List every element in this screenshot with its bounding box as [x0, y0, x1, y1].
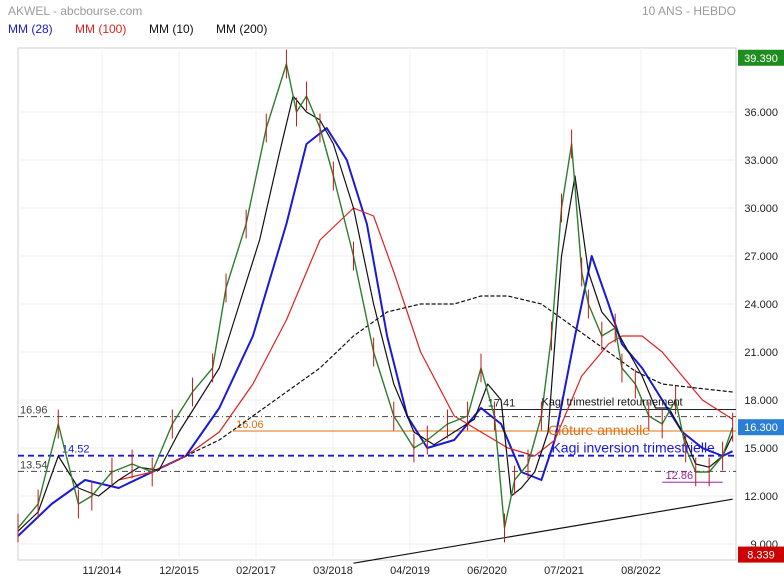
x-tick-label: 07/2021 — [544, 565, 584, 577]
gridlines — [18, 48, 736, 560]
series-line — [185, 295, 733, 457]
series-line — [17, 127, 734, 537]
support-trendline — [353, 498, 733, 564]
low-badge — [738, 546, 784, 563]
annotation: Kagi trimestriel retournement — [541, 396, 682, 408]
y-tick-label: 24.000 — [744, 299, 778, 311]
legend-item: MM (200) — [216, 22, 267, 36]
x-tick-label: 02/2017 — [236, 565, 276, 577]
price-line — [17, 63, 734, 529]
ticker-label: AKWEL - abcbourse.com — [8, 4, 142, 18]
high-badge — [738, 49, 784, 66]
x-tick-label: 04/2019 — [390, 565, 430, 577]
y-tick-label: 18.000 — [744, 395, 778, 407]
legend-item: MM (28) — [8, 22, 53, 36]
level-label: 12.86 — [666, 470, 694, 482]
x-axis: 11/2014 12/2015 02/2017 03/2018 04/2019 06/20… — [83, 565, 661, 577]
moving-averages — [17, 95, 734, 537]
last-price-badge — [738, 419, 784, 436]
price-series — [17, 49, 734, 543]
x-tick-label: 11/2014 — [83, 565, 122, 577]
level-label: 13.54 — [20, 459, 48, 471]
high-badge-label: 39.390 — [744, 53, 778, 65]
y-tick-label: 36.000 — [744, 107, 778, 119]
annotation: Kagi inversion trimestrielle — [551, 440, 715, 456]
x-tick-label: 06/2020 — [467, 565, 507, 577]
legend-item: MM (10) — [149, 22, 194, 36]
level-label: 16.96 — [20, 405, 48, 417]
x-tick-label: 08/2022 — [621, 565, 661, 577]
y-tick-label: 12.000 — [744, 491, 778, 503]
annotation: Clôture annuelle — [548, 422, 650, 438]
annotations: Kagi trimestriel retournement Clôture ann… — [541, 396, 715, 455]
y-axis: 9.00012.00015.00018.00021.00024.00027.00… — [738, 49, 784, 563]
low-badge-label: 8.339 — [747, 550, 775, 562]
y-tick-label: 15.000 — [744, 443, 778, 455]
x-tick-label: 03/2018 — [313, 565, 353, 577]
last-price-badge-label: 16.300 — [744, 422, 778, 434]
y-tick-label: 30.000 — [744, 203, 778, 215]
y-tick-label: 27.000 — [744, 251, 778, 263]
legend-item: MM (100) — [75, 22, 126, 36]
level-label: 14.52 — [62, 444, 90, 456]
trendline — [353, 498, 733, 564]
series-line — [17, 95, 734, 532]
level-label: 16.06 — [236, 419, 264, 431]
legend: MM (28) MM (100) MM (10) MM (200) — [8, 22, 267, 36]
y-tick-label: 21.000 — [744, 347, 778, 359]
x-tick-label: 12/2015 — [159, 565, 199, 577]
y-tick-label: 33.000 — [744, 155, 778, 167]
period-label: 10 ANS - HEBDO — [642, 4, 736, 18]
